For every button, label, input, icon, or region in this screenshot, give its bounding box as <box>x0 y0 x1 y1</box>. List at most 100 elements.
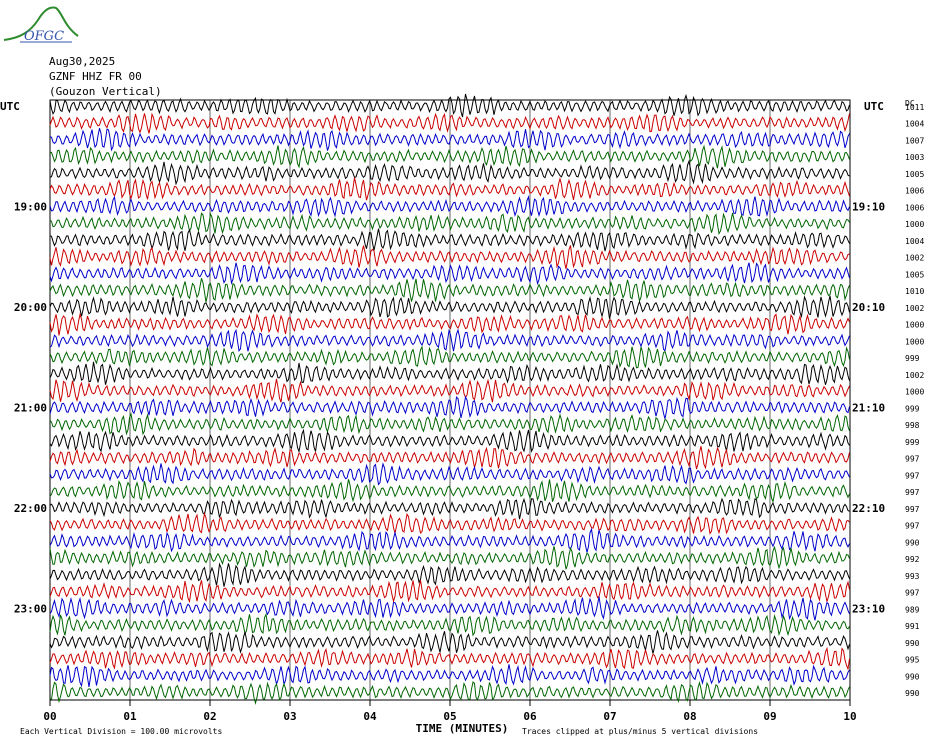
seismic-trace-row <box>49 395 850 419</box>
seismic-trace-row <box>49 612 850 637</box>
dc-offset-value: 999 <box>905 404 920 413</box>
dc-offset-value: 995 <box>905 656 920 665</box>
left-hour-label: 19:00 <box>14 200 47 213</box>
dc-offset-value: 990 <box>905 538 920 547</box>
dc-offset-value: 1010 <box>905 287 924 296</box>
seismic-trace-row <box>49 511 850 535</box>
right-time-label: 23:10 <box>852 602 885 615</box>
left-utc-label: UTC <box>0 100 20 113</box>
seismic-trace-row <box>49 562 850 587</box>
seismic-trace-row <box>49 278 850 303</box>
seismic-trace-row <box>49 245 850 270</box>
x-tick-label: 02 <box>203 710 216 723</box>
x-tick-label: 09 <box>763 710 776 723</box>
x-tick-label: 04 <box>363 710 377 723</box>
seismic-trace-row <box>49 128 850 152</box>
dc-offset-value: 997 <box>905 505 920 514</box>
seismic-trace-row <box>49 428 850 454</box>
x-tick-label: 06 <box>523 710 537 723</box>
seismic-trace-row <box>49 630 850 654</box>
left-hour-label: 20:00 <box>14 301 47 314</box>
seismic-trace-row <box>49 112 850 134</box>
seismic-trace-row <box>49 212 850 236</box>
seismic-trace-row <box>49 527 850 553</box>
dc-offset-value: 992 <box>905 555 920 564</box>
dc-offset-value: 1005 <box>905 170 924 179</box>
right-time-label: 19:10 <box>852 200 885 213</box>
seismic-trace-row <box>49 194 850 218</box>
seismic-trace-row <box>49 412 850 436</box>
seismic-trace-row <box>49 228 850 252</box>
left-hour-label: 23:00 <box>14 602 47 615</box>
seismic-trace-row <box>49 545 850 570</box>
dc-column-header: DC <box>905 99 915 108</box>
dc-offset-value: 1011 <box>905 103 924 112</box>
x-axis-title: TIME (MINUTES) <box>416 722 509 735</box>
left-hour-label: 22:00 <box>14 502 47 515</box>
ofgc-logo: OFGC <box>3 6 79 44</box>
dc-offset-value: 1000 <box>905 388 924 397</box>
x-tick-label: 01 <box>123 710 137 723</box>
x-tick-label: 03 <box>283 710 296 723</box>
seismic-trace-row <box>49 580 850 604</box>
dc-offset-value: 998 <box>905 421 920 430</box>
right-time-label: 20:10 <box>852 301 885 314</box>
x-tick-label: 08 <box>683 710 696 723</box>
seismic-trace-row <box>49 312 850 336</box>
seismic-trace-row <box>49 378 850 403</box>
dc-offset-value: 1007 <box>905 136 924 145</box>
right-utc-label: UTC <box>864 100 884 113</box>
seismic-trace-row <box>49 328 850 353</box>
scale-note: Each Vertical Division = 100.00 microvol… <box>20 727 222 736</box>
dc-offset-value: 1004 <box>905 120 924 129</box>
x-tick-label: 00 <box>43 710 56 723</box>
dc-offset-value: 1002 <box>905 304 924 313</box>
dc-offset-value: 997 <box>905 488 920 497</box>
dc-offset-value: 999 <box>905 438 920 447</box>
dc-offset-value: 1005 <box>905 270 924 279</box>
station-name: (Gouzon Vertical) <box>49 85 162 98</box>
dc-offset-value: 990 <box>905 639 920 648</box>
plot-date: Aug30,2025 <box>49 55 116 68</box>
x-tick-label: 10 <box>843 710 856 723</box>
seismic-trace-row <box>49 497 850 520</box>
dc-offset-value: 1002 <box>905 254 924 263</box>
dc-offset-value: 997 <box>905 471 920 480</box>
dc-offset-value: 1003 <box>905 153 924 162</box>
dc-offset-value: 997 <box>905 522 920 531</box>
seismic-trace-row <box>49 361 850 385</box>
clip-note: Traces clipped at plus/minus 5 vertical … <box>522 727 758 736</box>
seismic-trace-row <box>49 176 850 201</box>
station-code: GZNF HHZ FR 00 <box>49 70 142 83</box>
dc-offset-value: 991 <box>905 622 920 631</box>
logo-text: OFGC <box>24 29 64 44</box>
dc-offset-value: 1006 <box>905 203 924 212</box>
dc-offset-value: 1000 <box>905 220 924 229</box>
seismic-trace-row <box>49 664 850 688</box>
seismic-trace-row <box>49 479 850 504</box>
dc-offset-value: 1000 <box>905 321 924 330</box>
x-tick-label: 05 <box>443 710 456 723</box>
dc-offset-value: 997 <box>905 455 920 464</box>
seismic-trace-row <box>49 680 850 706</box>
dc-offset-value: 993 <box>905 572 920 581</box>
dc-offset-value: 990 <box>905 689 920 698</box>
seismic-trace-row <box>49 446 850 470</box>
right-time-label: 22:10 <box>852 502 885 515</box>
dc-offset-value: 997 <box>905 589 920 598</box>
dc-offset-value: 1002 <box>905 371 924 380</box>
seismic-trace-row <box>49 159 850 186</box>
seismic-trace-row <box>49 345 850 369</box>
dc-offset-value: 999 <box>905 354 920 363</box>
seismic-trace-row <box>49 144 850 169</box>
dc-offset-value: 1004 <box>905 237 924 246</box>
seismic-trace-row <box>49 596 850 621</box>
seismic-trace-row <box>49 646 850 671</box>
seismic-trace-row <box>49 262 850 286</box>
seismic-trace-row <box>49 462 850 486</box>
seismic-trace-row <box>49 295 850 319</box>
dc-offset-value: 1006 <box>905 187 924 196</box>
dc-offset-value: 989 <box>905 605 920 614</box>
dc-offset-value: 990 <box>905 672 920 681</box>
